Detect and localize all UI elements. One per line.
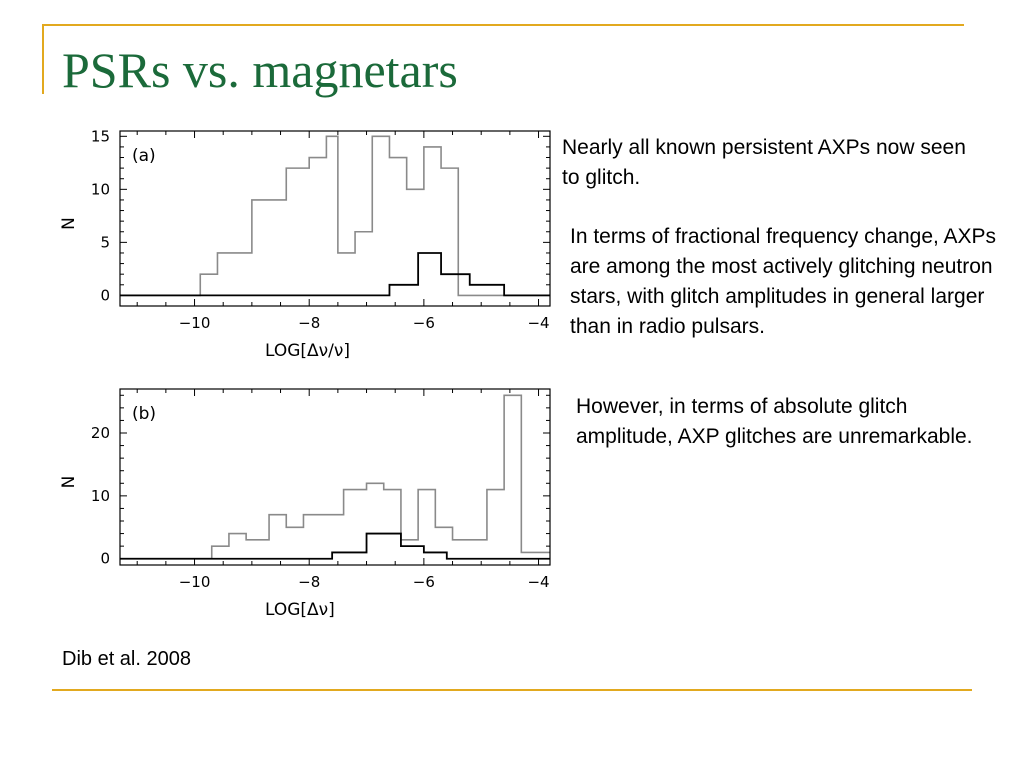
plot-frame: [119, 388, 551, 566]
x-tick-label: −4: [527, 314, 549, 332]
x-tick-label: −4: [527, 573, 549, 591]
histogram-series-gray: [120, 394, 550, 560]
slide-title: PSRs vs. magnetars: [62, 42, 458, 98]
y-tick-label: 0: [100, 550, 110, 568]
histogram-series-black: [120, 532, 550, 560]
bullet-1: Nearly all known persistent AXPs now see…: [562, 136, 966, 189]
x-axis-label: LOG[Δν/ν]: [265, 341, 350, 361]
x-tick-label: −8: [298, 314, 320, 332]
x-axis-label: LOG[Δν]: [265, 600, 335, 620]
left-accent-line: [42, 24, 44, 94]
histogram-series-black: [120, 252, 550, 297]
x-tick-label: −10: [179, 573, 211, 591]
bottom-accent-line: [52, 689, 972, 691]
top-accent-line: [42, 24, 964, 26]
x-tick-label: −6: [413, 573, 435, 591]
y-tick-label: 20: [91, 424, 110, 442]
y-tick-label: 10: [91, 487, 110, 505]
bullet-3: However, in terms of absolute glitch amp…: [576, 395, 973, 448]
y-axis-label: N: [59, 476, 79, 489]
x-tick-label: −10: [179, 314, 211, 332]
x-tick-label: −8: [298, 573, 320, 591]
y-tick-label: 5: [100, 233, 110, 251]
x-tick-label: −6: [413, 314, 435, 332]
plot-frame: [119, 130, 551, 307]
y-axis-label: N: [59, 217, 79, 230]
panel-label: (a): [132, 146, 156, 166]
y-tick-label: 15: [91, 127, 110, 145]
histogram-series-gray: [120, 135, 550, 297]
bullet-2: In terms of fractional frequency change,…: [570, 225, 997, 338]
y-tick-label: 10: [91, 180, 110, 198]
citation: Dib et al. 2008: [62, 648, 191, 670]
panel-label: (b): [132, 404, 156, 424]
y-tick-label: 0: [100, 286, 110, 304]
